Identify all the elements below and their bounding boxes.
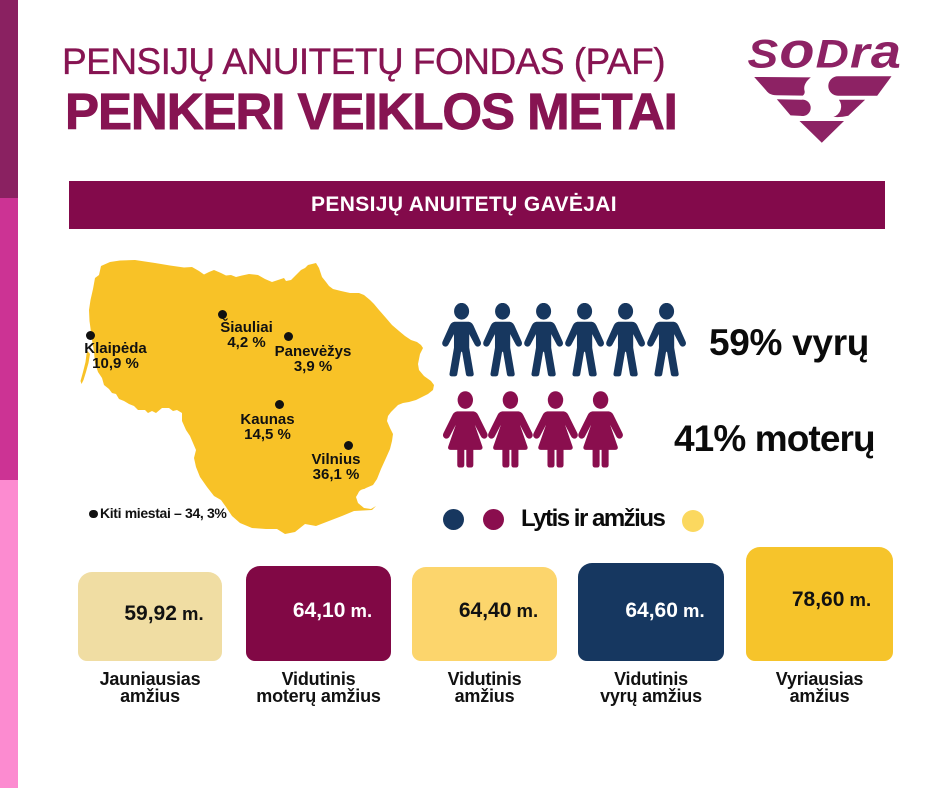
svg-text:SoDra: SoDra bbox=[748, 30, 903, 79]
